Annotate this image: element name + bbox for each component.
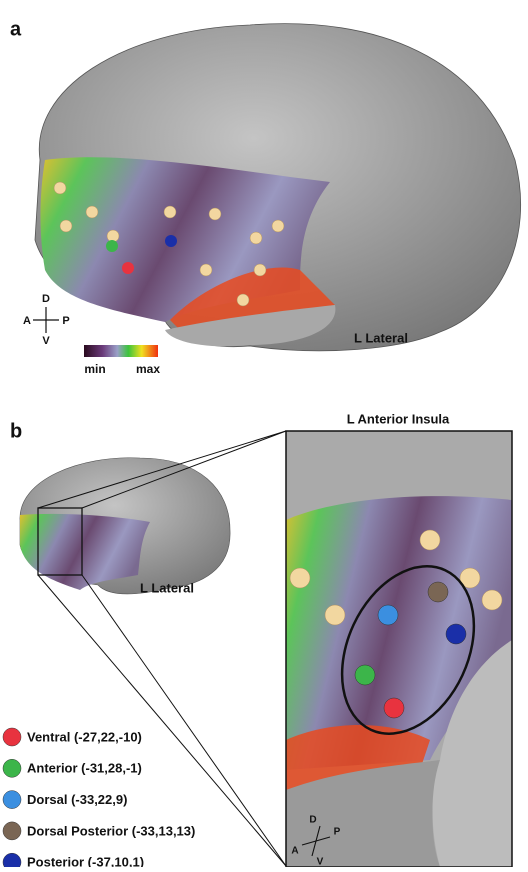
- compass-label: A: [23, 315, 31, 327]
- zoom-lines: [37, 430, 287, 867]
- zoom-view: [286, 431, 512, 867]
- legend-label: Posterior (-37,10,1): [27, 855, 144, 867]
- panel-label: b: [10, 420, 22, 442]
- roi-dot: [383, 697, 405, 719]
- zoom-region: [37, 507, 83, 576]
- colorbar-min: min: [84, 362, 105, 376]
- compass-a: [33, 307, 59, 333]
- compass-label: P: [334, 827, 341, 838]
- legend-marker: [2, 852, 22, 872]
- compass-label: V: [42, 335, 50, 347]
- compass-label: D: [42, 293, 50, 305]
- roi-dot: [427, 581, 449, 603]
- roi-dot: [445, 623, 467, 645]
- view-label: L Lateral: [140, 580, 194, 595]
- compass-label: P: [62, 315, 69, 327]
- compass-b: [301, 825, 331, 857]
- legend-marker: [2, 790, 22, 809]
- zoom-title: L Anterior Insula: [347, 411, 450, 426]
- legend-label: Anterior (-31,28,-1): [27, 761, 142, 776]
- compass-label: V: [317, 857, 324, 867]
- legend-marker: [2, 727, 22, 747]
- legend: Ventral (-27,22,-10) Anterior (-31,28,-1)…: [2, 727, 195, 872]
- colorbar: [84, 345, 158, 357]
- roi-dot: [377, 604, 399, 626]
- compass-label: A: [291, 846, 298, 857]
- legend-marker: [2, 821, 22, 841]
- legend-label: Dorsal (-33,22,9): [27, 792, 127, 807]
- legend-marker: [2, 759, 22, 778]
- roi-dot: [354, 664, 376, 686]
- brain-b: [19, 457, 231, 595]
- view-label: L Lateral: [354, 330, 408, 345]
- brain-a: [34, 23, 522, 352]
- legend-label: Dorsal Posterior (-33,13,13): [27, 823, 195, 838]
- compass-label: D: [309, 815, 316, 826]
- colorbar-max: max: [136, 362, 160, 376]
- legend-label: Ventral (-27,22,-10): [27, 729, 142, 744]
- panel-label: a: [10, 18, 22, 40]
